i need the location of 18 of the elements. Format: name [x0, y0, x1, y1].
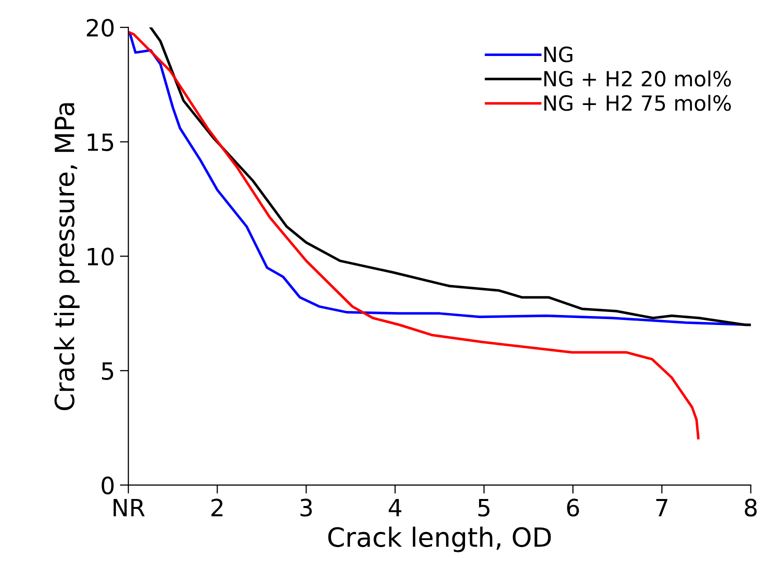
x-tick-label: 2 — [212, 498, 222, 516]
y-tick-label: 20 — [86, 18, 114, 37]
y-tick-label: 15 — [88, 134, 114, 152]
x-tick-label: NR — [114, 498, 145, 516]
y-tick-label: 0 — [102, 476, 114, 494]
x-tick-label: 6 — [567, 498, 579, 517]
x-tick-label: 4 — [388, 498, 402, 516]
x-tick-label: 7 — [656, 498, 668, 516]
x-tick-label: 5 — [478, 498, 490, 517]
legend-label: NG — [544, 46, 572, 62]
x-tick-label: 3 — [300, 498, 312, 517]
legend-label: NG + H2 75 mol% — [544, 94, 731, 111]
y-tick-label: 10 — [88, 248, 114, 266]
y-axis-title: Crack tip pressure, MPa — [54, 103, 80, 410]
y-tick-label: 5 — [102, 362, 114, 380]
x-tick-label: 8 — [744, 498, 757, 517]
x-axis-title: Crack length, OD — [328, 526, 551, 552]
legend-label: NG + H2 20 mol% — [544, 70, 731, 87]
